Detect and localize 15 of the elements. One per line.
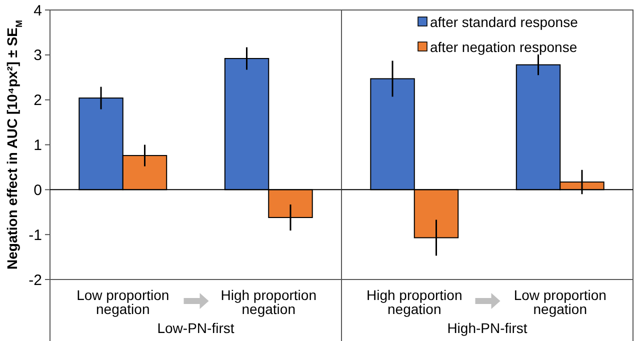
legend-label: after negation response [430, 38, 578, 55]
y-tick-label: 4 [34, 2, 42, 20]
y-tick-label: 0 [34, 182, 42, 199]
x-tick-label: High proportion negation [366, 287, 462, 317]
y-tick-label: 3 [34, 47, 42, 64]
legend-label: after standard response [430, 14, 578, 30]
x-tick-label: High proportion negation [220, 287, 316, 317]
x-tick-label: Low proportion negation [514, 287, 606, 317]
text: High-PN-first [447, 320, 528, 336]
x-tick-label: Low proportion negation [76, 287, 170, 317]
text: Low-PN-first [157, 320, 234, 336]
y-tick-label: 2 [34, 92, 42, 110]
y-tick-label: 1 [34, 137, 42, 154]
y-tick-label: -2 [28, 272, 42, 289]
y-tick-label: -1 [28, 226, 42, 244]
